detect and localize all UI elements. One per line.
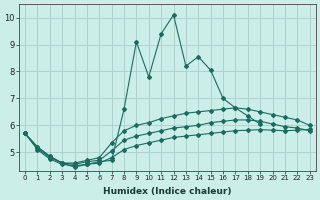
X-axis label: Humidex (Indice chaleur): Humidex (Indice chaleur) [103,187,232,196]
